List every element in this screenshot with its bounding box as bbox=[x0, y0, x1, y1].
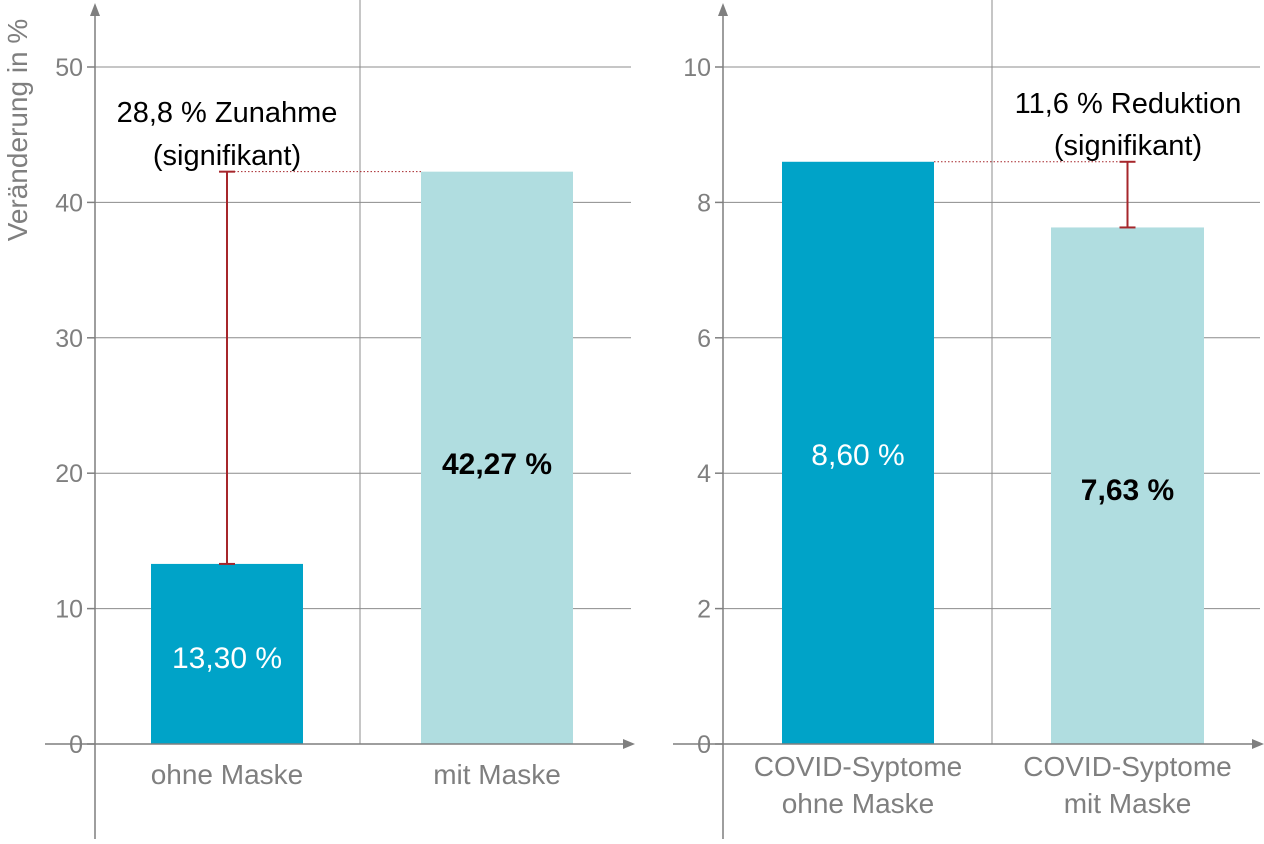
y-axis-label: Veränderung in % bbox=[2, 19, 33, 242]
category-label: mit Maske bbox=[433, 759, 561, 790]
annotation-text: 28,8 % Zunahme bbox=[117, 97, 338, 129]
y-tick-label: 40 bbox=[55, 189, 83, 217]
bar-1-1 bbox=[1051, 227, 1204, 745]
y-axis-arrow bbox=[90, 3, 100, 16]
y-tick-label: 4 bbox=[697, 460, 711, 488]
y-tick-label: 0 bbox=[697, 731, 711, 759]
annotation-text: (signifikant) bbox=[1054, 130, 1202, 162]
category-label: COVID-Syptome bbox=[754, 751, 963, 782]
y-tick-label: 20 bbox=[55, 460, 83, 488]
y-tick-label: 0 bbox=[69, 731, 83, 759]
y-axis-arrow bbox=[718, 3, 728, 16]
bar-value-label: 13,30 % bbox=[172, 642, 282, 675]
y-tick-label: 50 bbox=[55, 54, 83, 82]
x-axis-arrow bbox=[1252, 739, 1264, 749]
annotation-text: (signifikant) bbox=[153, 140, 301, 172]
category-label: ohne Maske bbox=[782, 788, 935, 819]
y-tick-label: 10 bbox=[55, 596, 83, 624]
bar-0-1 bbox=[421, 171, 573, 745]
bar-0-0 bbox=[151, 563, 303, 744]
bar-value-label: 7,63 % bbox=[1081, 474, 1174, 507]
bar-value-label: 42,27 % bbox=[442, 448, 552, 481]
y-tick-label: 10 bbox=[683, 54, 711, 82]
y-tick-label: 2 bbox=[697, 596, 711, 624]
category-label: mit Maske bbox=[1064, 788, 1192, 819]
category-label: COVID-Syptome bbox=[1023, 751, 1232, 782]
y-tick-label: 30 bbox=[55, 325, 83, 353]
bar-value-label: 8,60 % bbox=[811, 439, 904, 472]
bar-1-0 bbox=[782, 161, 934, 744]
x-axis-arrow bbox=[623, 739, 635, 749]
category-label: ohne Maske bbox=[151, 759, 304, 790]
y-tick-label: 8 bbox=[697, 189, 711, 217]
y-tick-label: 6 bbox=[697, 325, 711, 353]
annotation-text: 11,6 % Reduktion bbox=[1015, 88, 1242, 120]
